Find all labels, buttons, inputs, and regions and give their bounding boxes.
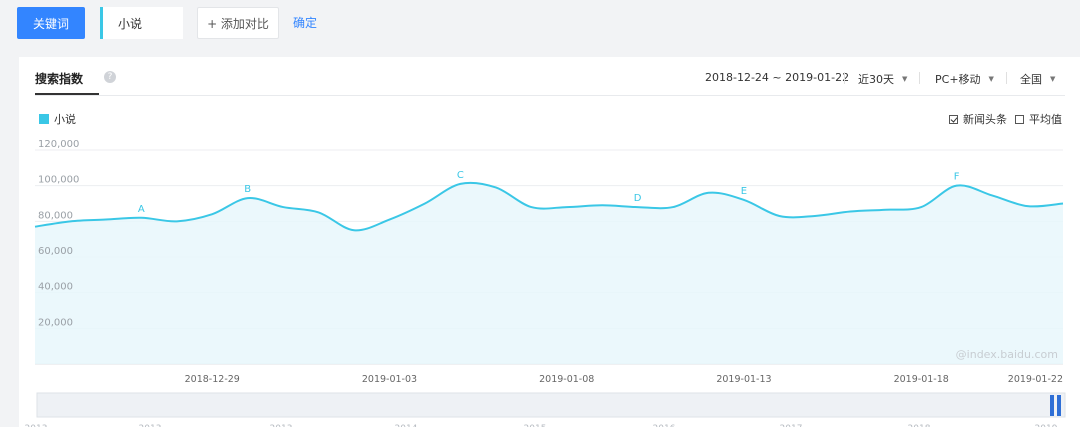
average-checkbox[interactable] — [1015, 114, 1024, 124]
period-label: 近30天 — [858, 73, 894, 86]
average-option[interactable]: 平均值 — [1015, 111, 1062, 127]
separator — [1006, 72, 1007, 84]
separator — [919, 72, 920, 84]
date-range[interactable]: 2018-12-24 ~ 2019-01-22 — [705, 71, 849, 84]
region-label: 全国 — [1020, 73, 1042, 86]
device-select[interactable]: PC+移动 ▼ — [935, 71, 994, 87]
date-range-label: 2018-12-24 ~ 2019-01-22 — [705, 71, 850, 84]
caret-down-icon: ▼ — [902, 75, 908, 83]
tab-underline — [35, 93, 99, 95]
device-label: PC+移动 — [935, 73, 981, 86]
header-divider — [35, 95, 1065, 96]
keyword-input[interactable]: 小说 — [100, 7, 183, 39]
caret-down-icon: ▼ — [988, 75, 994, 83]
period-select[interactable]: 近30天 ▼ — [858, 71, 907, 87]
legend-swatch — [39, 114, 49, 124]
separator — [844, 72, 845, 84]
news-option[interactable]: 新闻头条 — [949, 111, 1007, 127]
region-select[interactable]: 全国 ▼ — [1020, 71, 1055, 87]
question-icon[interactable]: ? — [104, 71, 116, 83]
news-checkbox[interactable] — [949, 114, 958, 124]
news-option-label: 新闻头条 — [963, 113, 1007, 126]
keyword-button[interactable]: 关键词 — [17, 7, 85, 39]
add-compare-button[interactable]: + 添加对比 — [197, 7, 279, 39]
confirm-link[interactable]: 确定 — [293, 16, 318, 30]
legend-label: 小说 — [54, 113, 76, 126]
toolbar: 关键词 小说 + 添加对比 确定 — [0, 0, 1080, 46]
search-index-panel: 搜索指数 ? 2018-12-24 ~ 2019-01-22 近30天 ▼ PC+… — [19, 57, 1080, 427]
average-option-label: 平均值 — [1029, 113, 1062, 126]
caret-down-icon: ▼ — [1050, 75, 1056, 83]
tab-search-index[interactable]: 搜索指数 — [35, 72, 84, 86]
legend-item[interactable]: 小说 — [39, 111, 76, 127]
keyword-value: 小说 — [118, 16, 143, 31]
